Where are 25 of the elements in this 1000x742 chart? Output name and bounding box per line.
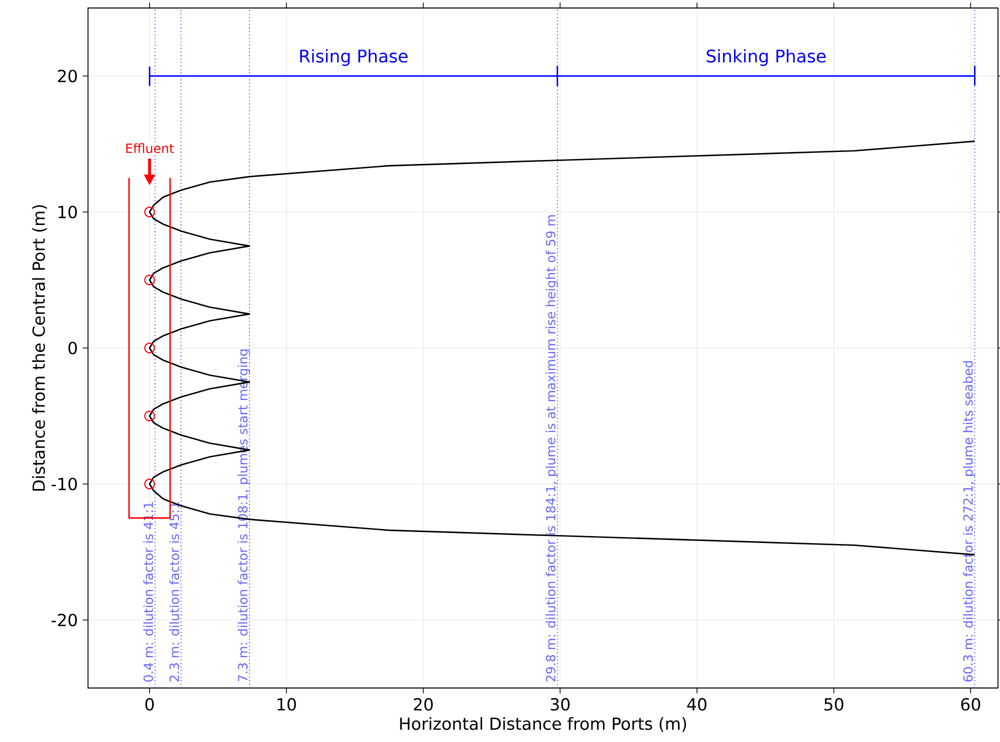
y-axis-title: Distance from the Central Port (m) [32, 205, 47, 491]
annotation: Effluent [126, 143, 174, 154]
x-axis-title: Horizontal Distance from Ports (m) [400, 717, 686, 732]
x-tick-label: 0 [145, 698, 154, 711]
x-tick-label: 30 [550, 698, 570, 711]
y-tick-label: 10 [58, 206, 77, 218]
x-tick-label: 10 [278, 698, 296, 711]
x-tick-label: 60 [961, 698, 980, 711]
x-tick-label: 20 [414, 698, 433, 711]
ref-line-label: 29.8 m: dilution factor is 184:1, plume is at maximum rise height of 59 m [546, 215, 558, 682]
ref-line-label: 60.3 m: dilution factor is 272:1, plume hits seabed [963, 361, 976, 682]
point [144, 206, 155, 218]
y-tick-label: -20 [52, 614, 77, 626]
point [144, 410, 155, 422]
y-tick-label: 20 [58, 70, 77, 82]
y-tick-label: 0 [68, 342, 77, 354]
x-tick-label: 40 [687, 698, 706, 711]
point [144, 274, 155, 286]
x-tick-label: 50 [824, 698, 844, 711]
annotation: Sinking Phase [706, 49, 826, 66]
ref-line-label: 7.3 m: dilution factor is 108:1, plumes start merging [238, 350, 250, 682]
annotation: Rising Phase [300, 49, 408, 66]
point [144, 478, 155, 490]
point [144, 342, 155, 354]
y-tick-label: -10 [52, 478, 77, 490]
